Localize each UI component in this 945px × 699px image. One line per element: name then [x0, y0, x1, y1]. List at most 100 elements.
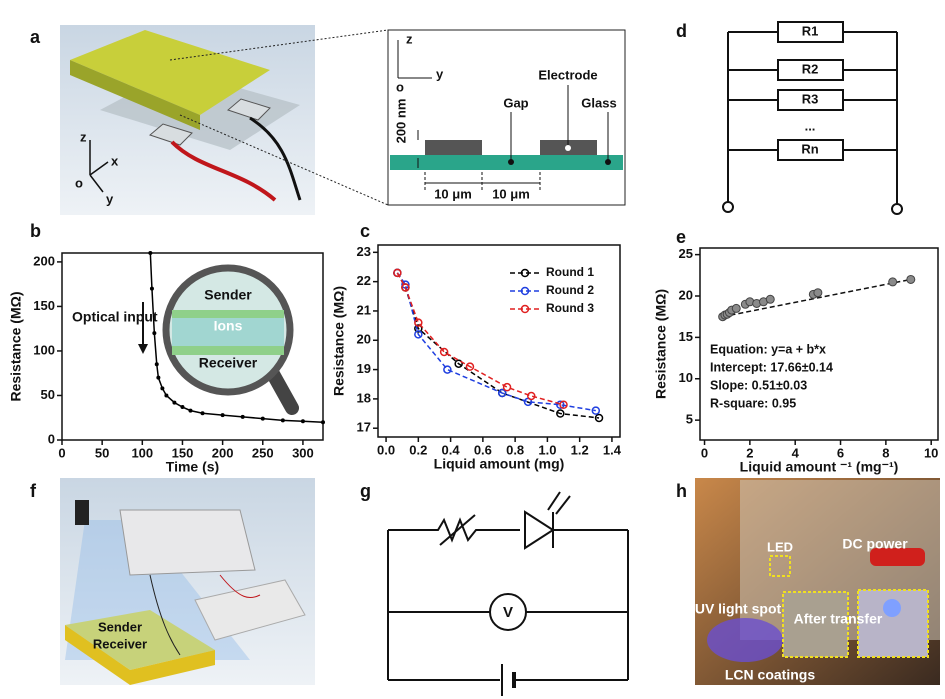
- x-axis-label: Time (s): [166, 459, 219, 475]
- panel-label: e: [676, 227, 686, 247]
- lamp: [75, 500, 89, 525]
- point: [731, 303, 741, 313]
- terminal: [891, 203, 903, 215]
- zoom-line: [169, 29, 389, 61]
- y-tick-label: 21: [357, 302, 371, 317]
- y-tick-label: 17: [357, 420, 371, 435]
- point: [164, 393, 169, 398]
- arrow: [555, 495, 571, 515]
- point: [200, 411, 205, 416]
- y-tick-label: 19: [357, 361, 371, 376]
- label: UV light spot: [695, 601, 782, 617]
- x-tick-label: 0.2: [409, 442, 427, 457]
- point: [591, 406, 601, 415]
- point: [813, 288, 823, 298]
- wire: [149, 574, 181, 656]
- panel-f: Sender Receiver: [60, 478, 315, 685]
- x-tick-label: 6: [837, 445, 844, 460]
- label: Sender: [98, 619, 142, 634]
- point: [154, 362, 159, 367]
- point: [497, 388, 507, 398]
- resistor-label: ...: [805, 118, 816, 133]
- wire: [170, 140, 277, 202]
- x-tick-label: 10: [924, 445, 938, 460]
- y-axis-label: Resistance (MΩ): [8, 291, 24, 401]
- point: [443, 365, 452, 374]
- resistor-label: Rn: [801, 141, 818, 156]
- point: [260, 416, 265, 421]
- point: [502, 382, 512, 392]
- x-tick-label: 0.6: [474, 442, 492, 457]
- x-tick-label: 300: [292, 445, 314, 460]
- x-tick-label: 0.8: [506, 442, 524, 457]
- y-tick-label: 18: [357, 390, 371, 405]
- led: [524, 510, 555, 550]
- point: [300, 419, 305, 424]
- legend-label: Round 3: [546, 301, 594, 315]
- meter-label: V: [503, 604, 513, 621]
- layer: [172, 318, 284, 346]
- axis-label: y: [436, 66, 444, 81]
- point: [401, 283, 410, 292]
- point: [454, 359, 463, 368]
- point: [559, 400, 568, 410]
- axis: [89, 174, 104, 193]
- magnifier: [162, 264, 299, 415]
- y-tick-label: 15: [679, 329, 693, 344]
- y-tick-label: 0: [48, 431, 55, 446]
- legend-marker: [520, 268, 530, 278]
- resistor: [777, 89, 844, 111]
- y-tick-label: 10: [679, 370, 693, 385]
- point: [152, 331, 157, 336]
- point: [180, 405, 185, 410]
- x-axis-label: Liquid amount ⁻¹ (mg⁻¹): [740, 459, 899, 475]
- point: [414, 330, 423, 339]
- panel-a-inset: z o y Electrode Gap Glass 200 nm 10 μm 1…: [387, 29, 626, 206]
- panel-label: f: [30, 481, 37, 501]
- y-tick-label: 20: [679, 287, 693, 302]
- zoom-line: [179, 114, 389, 206]
- point: [156, 375, 161, 380]
- legend-marker: [520, 286, 530, 296]
- panel-a: z x o y: [60, 25, 389, 215]
- annotation: Slope: 0.51±0.03: [710, 378, 807, 392]
- device-edge: [65, 625, 215, 685]
- x-tick-label: 0: [58, 445, 65, 460]
- resistor-label: R3: [802, 91, 819, 106]
- uv-spot: [707, 618, 783, 662]
- inset-label: Sender: [204, 287, 252, 303]
- marker: [565, 145, 571, 151]
- pad: [226, 98, 271, 121]
- label: 10 μm: [434, 186, 472, 201]
- power-supply: [119, 509, 256, 576]
- point: [280, 418, 285, 423]
- lcn-edge: [70, 60, 200, 130]
- panel-label: c: [360, 221, 370, 241]
- marker: [605, 159, 611, 165]
- point: [188, 408, 193, 413]
- panel-label: g: [360, 481, 371, 501]
- label: 200 nm: [393, 99, 408, 144]
- y-tick-label: 100: [33, 342, 55, 357]
- x-tick-label: 0.4: [442, 442, 461, 457]
- plot-frame: [699, 247, 939, 441]
- label: LCN coatings: [725, 667, 815, 683]
- axis-label: z: [406, 31, 413, 46]
- x-tick-label: 1.0: [538, 442, 556, 457]
- axis-label: o: [75, 175, 83, 190]
- point: [321, 420, 325, 425]
- electrode: [425, 140, 482, 155]
- annotation: R-square: 0.95: [710, 396, 796, 410]
- axis-label: z: [80, 129, 87, 144]
- y-tick-label: 20: [357, 332, 371, 347]
- wire: [219, 574, 261, 598]
- device: [65, 610, 215, 670]
- marker: [508, 159, 514, 165]
- point: [414, 318, 423, 327]
- point: [220, 413, 225, 418]
- pad: [148, 123, 193, 146]
- point: [594, 413, 604, 423]
- x-tick-label: 150: [172, 445, 194, 460]
- x-tick-label: 8: [882, 445, 889, 460]
